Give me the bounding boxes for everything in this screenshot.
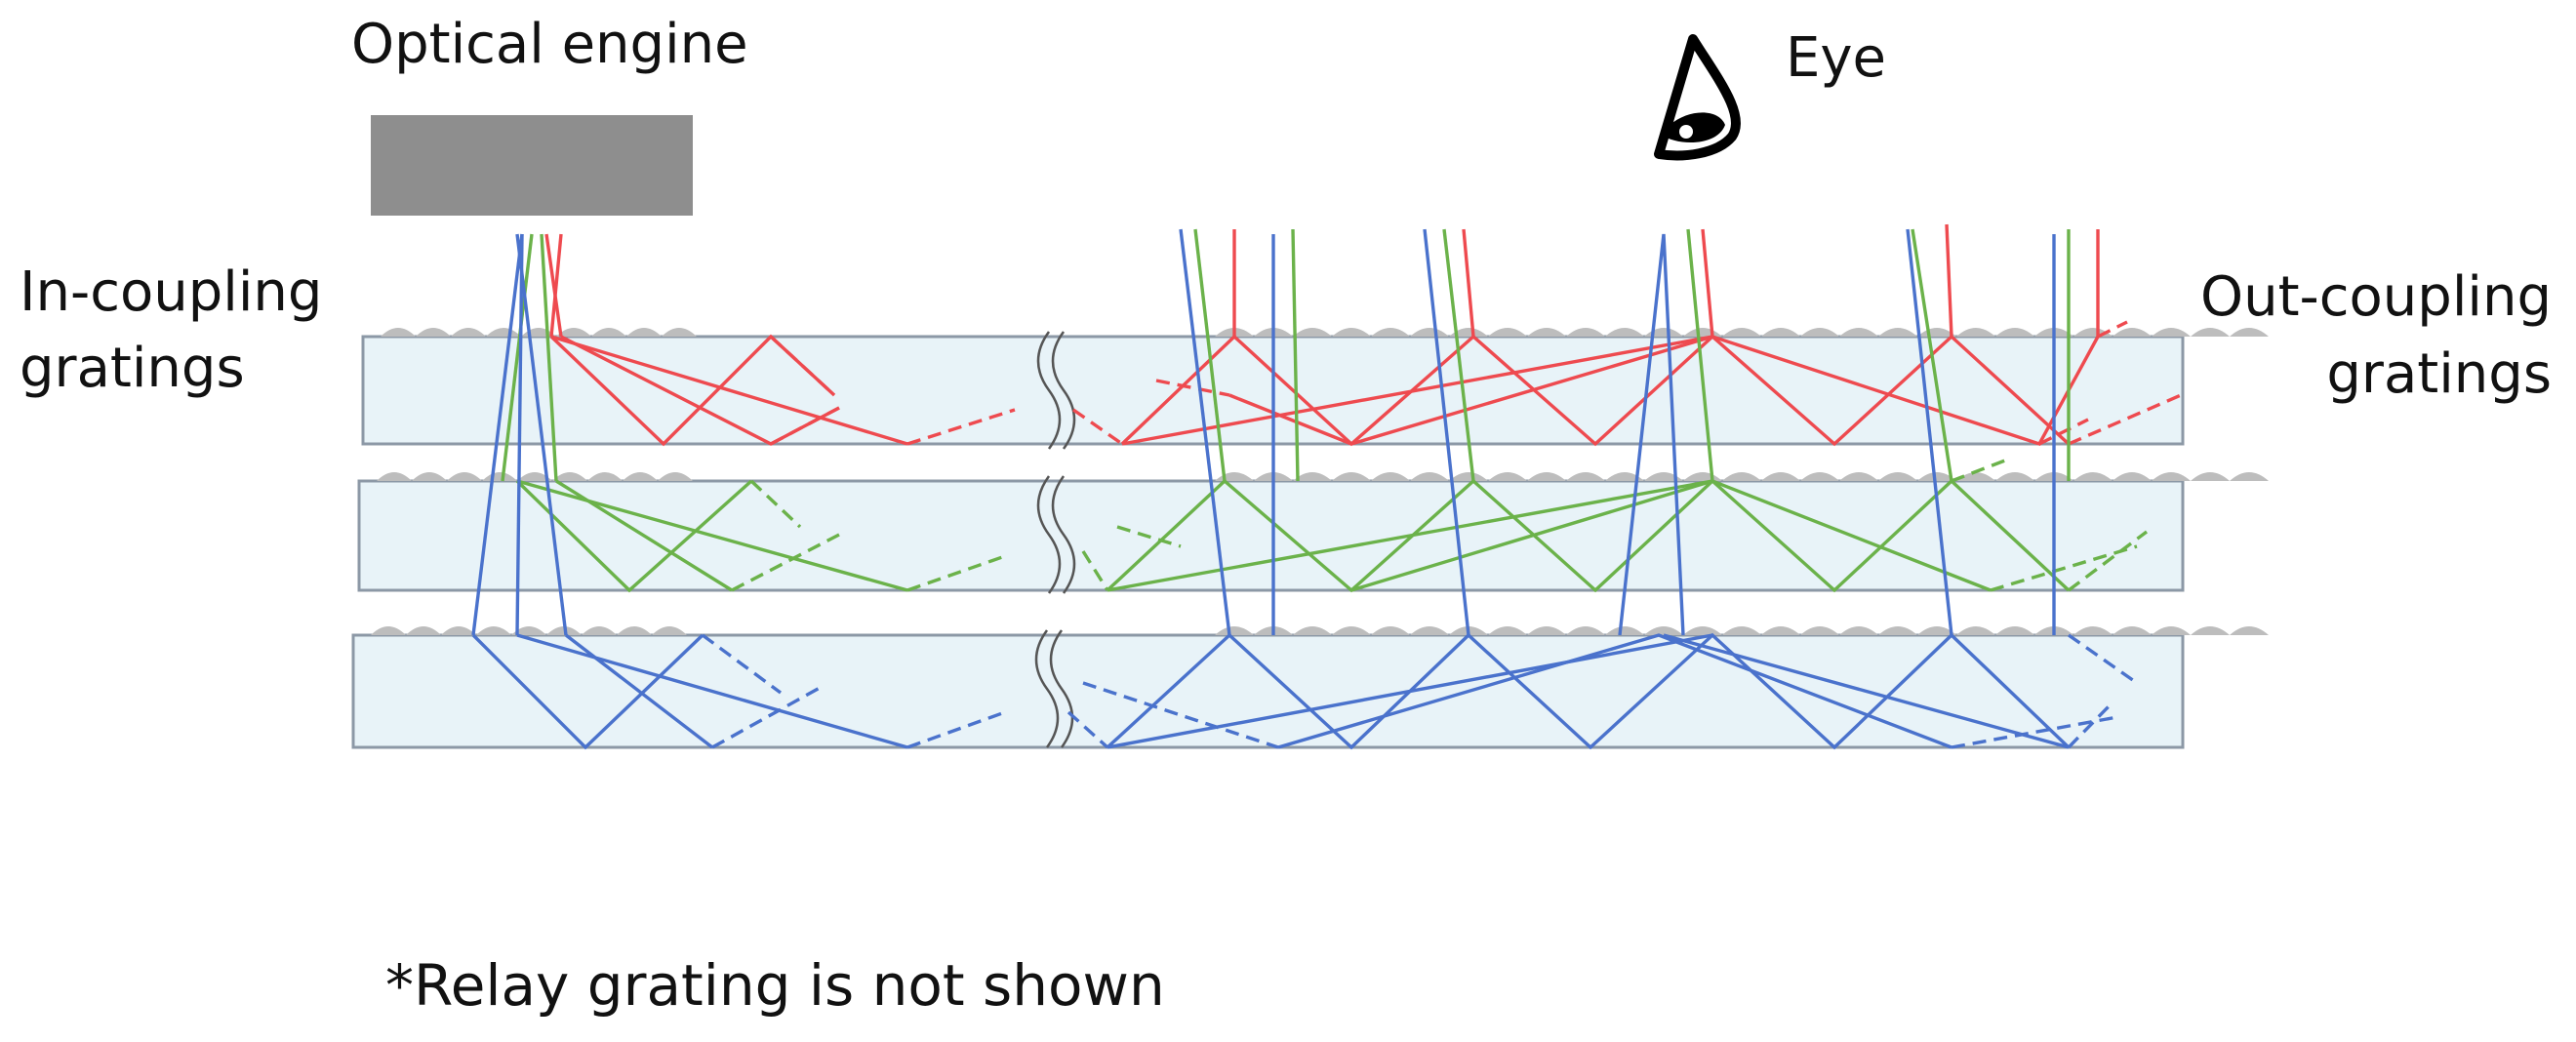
- blue-rays-out: [1067, 228, 2138, 750]
- green-rays-in: [501, 233, 1006, 593]
- relay-grating-note: *Relay grating is not shown: [385, 952, 1165, 1019]
- in-coupling-label-line2: gratings: [20, 337, 245, 400]
- in-coupling-label-line1: In-coupling: [20, 260, 322, 324]
- green-rays-out: [1081, 228, 2149, 593]
- eye-label: Eye: [1786, 26, 1886, 90]
- out-coupling-label-line2: gratings: [2326, 342, 2552, 406]
- in-coupling-gratings: [371, 328, 697, 635]
- out-coupling-label-line1: Out-coupling: [2200, 265, 2552, 329]
- red-rays-in: [544, 233, 1016, 447]
- optical-engine-label: Optical engine: [351, 13, 748, 76]
- waveguide-bottom: [351, 633, 2185, 749]
- waveguide-break-marks: [1034, 331, 1076, 748]
- optical-engine-block: [371, 115, 693, 216]
- blue-rays-in: [471, 233, 1006, 750]
- out-coupling-gratings: [1215, 328, 2269, 635]
- waveguide-middle: [357, 479, 2185, 592]
- eye-icon: [1654, 34, 1741, 161]
